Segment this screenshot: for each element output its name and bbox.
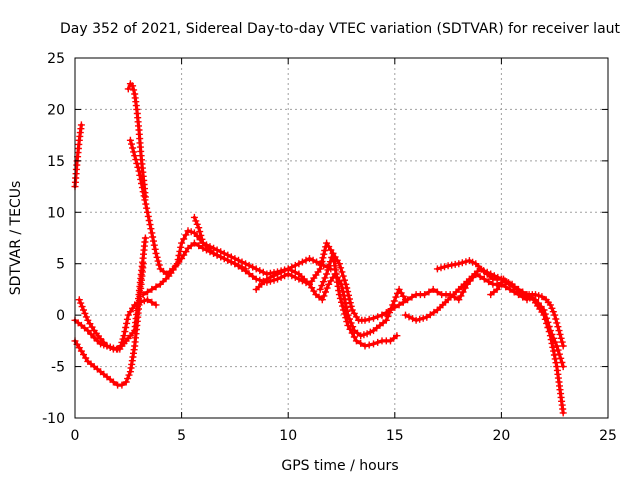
y-tick-label: 20	[47, 102, 65, 118]
series-markers	[487, 275, 567, 350]
series-satellite-arc-9	[252, 265, 409, 340]
y-tick-label: 0	[56, 308, 65, 324]
x-tick-label: 0	[71, 428, 80, 444]
x-tick-label: 10	[279, 428, 297, 444]
chart-title: Day 352 of 2021, Sidereal Day-to-day VTE…	[60, 21, 621, 37]
series-satellite-arc-4	[75, 296, 160, 353]
y-axis-label: SDTVAR / TECUs	[8, 181, 24, 296]
x-tick-label: 20	[492, 428, 510, 444]
series-markers	[75, 296, 160, 353]
x-tick-label: 25	[599, 428, 617, 444]
x-tick-label: 5	[177, 428, 186, 444]
plot-frame	[74, 57, 609, 419]
y-tick-label: 5	[56, 257, 65, 273]
y-tick-label: 10	[47, 205, 65, 221]
series-markers	[252, 265, 409, 340]
series-markers	[316, 249, 386, 324]
y-tick-label: 25	[47, 51, 65, 67]
series-satellite-arc-1	[71, 121, 85, 191]
series-satellite-arc-10	[316, 249, 386, 324]
x-axis-label: GPS time / hours	[281, 458, 398, 474]
y-tick-label: 15	[47, 154, 65, 170]
x-tick-label: 15	[386, 428, 404, 444]
tick-layer: 0 5 10 15 20 25 -10 -5 0 5 10 15 20 25	[42, 51, 617, 444]
y-tick-label: -5	[51, 360, 65, 376]
series-markers	[124, 80, 149, 201]
series-satellite-arc-14	[487, 275, 567, 350]
series-satellite-arc-5	[124, 80, 149, 201]
y-tick-label: -10	[42, 411, 65, 427]
series-layer	[71, 80, 567, 417]
